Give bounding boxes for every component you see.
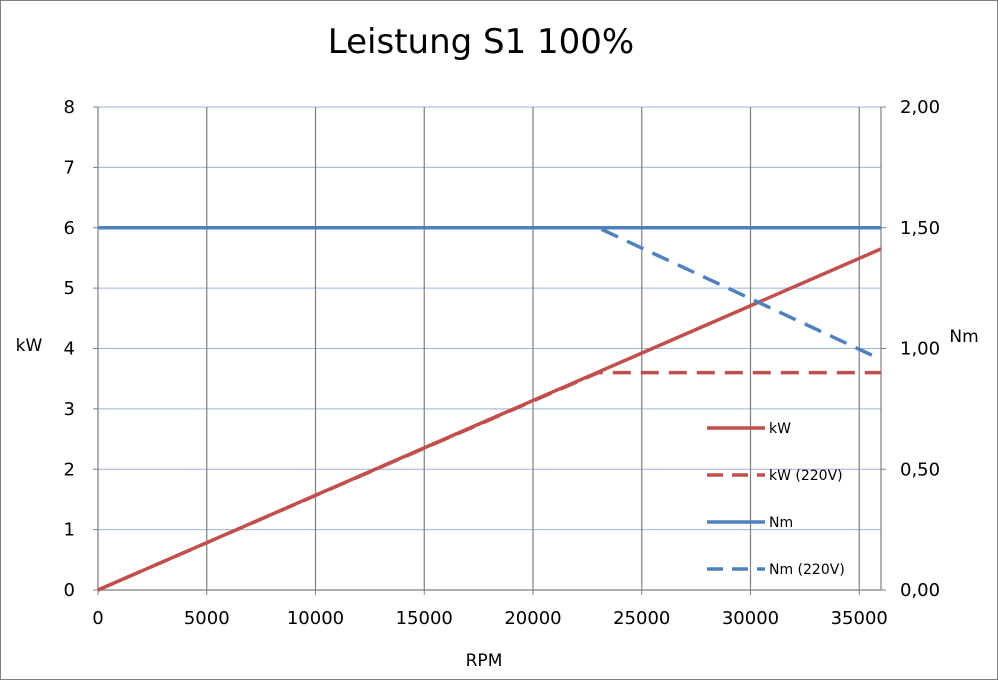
y-tick-label: 6 [64,218,75,239]
y-tick-label: 2 [64,459,75,480]
legend-label: Nm (220V) [769,562,845,578]
y2-tick-label: 2,00 [900,97,940,118]
chart-title: Leistung S1 100% [328,22,634,62]
y-axis-title: kW [16,336,43,356]
x-axis-title: RPM [466,651,503,671]
x-tick-label: 25000 [613,608,670,629]
y2-tick-label: 1,50 [900,218,940,239]
y-tick-label: 8 [64,97,75,118]
y2-tick-label: 0,50 [900,459,940,480]
y2-tick-label: 1,00 [900,339,940,360]
y-tick-label: 5 [64,278,75,299]
y-tick-label: 0 [64,580,75,601]
x-tick-label: 15000 [396,608,453,629]
legend-label: Nm [769,515,793,531]
x-tick-label: 10000 [287,608,344,629]
axis-layer: 0 1 2 3 4 5 6 7 8 0,00 0,50 1,00 1,50 2,00 0 5000 10000 1… [64,97,941,629]
y2-tick-label: 0,00 [900,580,940,601]
x-tick-label: 0 [92,608,103,629]
x-tick-label: 20000 [504,608,561,629]
y-tick-label: 7 [64,157,75,178]
x-tick-label: 30000 [722,608,779,629]
series-line-kw-220v [97,370,881,592]
legend-label: kW [769,421,791,437]
y2-axis-title: Nm [949,327,978,347]
x-tick-label: 35000 [831,608,888,629]
y-tick-label: 3 [64,399,75,420]
x-tick-label: 5000 [184,608,230,629]
grid-layer [97,106,881,591]
series-layer [97,226,882,592]
y-tick-label: 1 [64,520,75,541]
legend: kW kW (220V) Nm Nm (220V) [707,421,845,578]
y-tick-label: 4 [64,339,75,360]
legend-label: kW (220V) [769,468,843,484]
series-line-nm-220v [98,226,882,361]
